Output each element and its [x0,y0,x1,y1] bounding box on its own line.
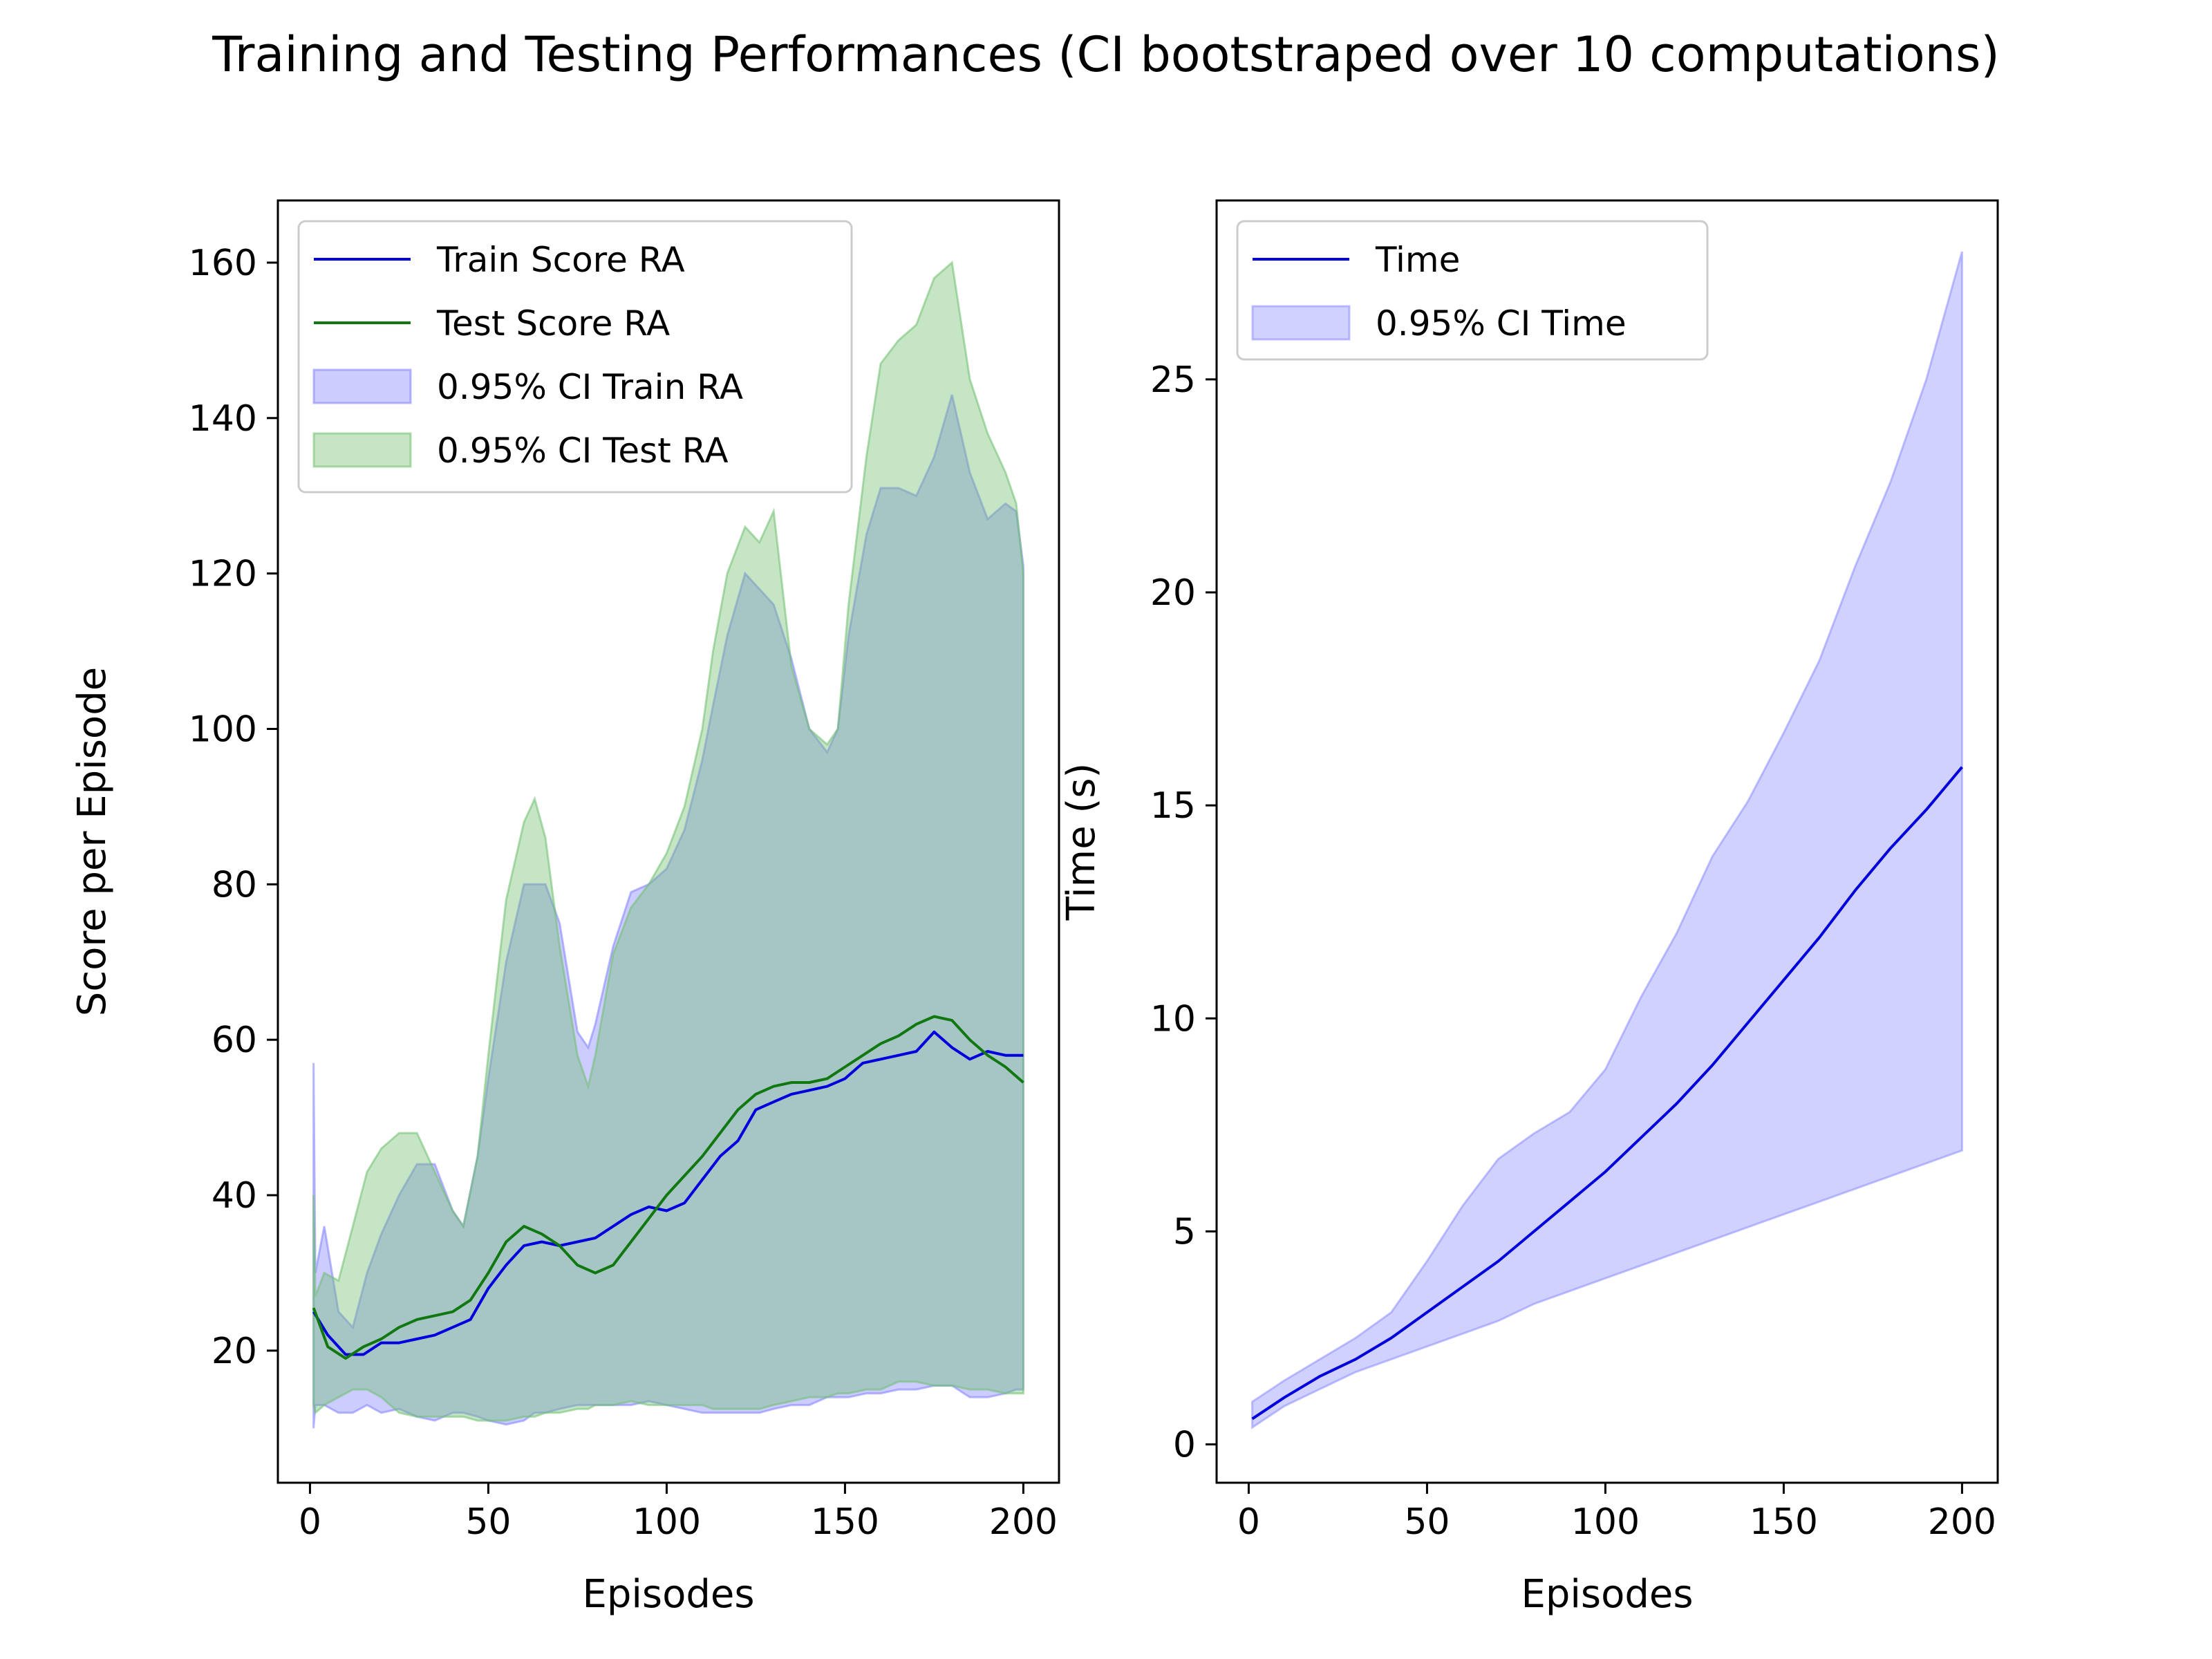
x-tick-label: 0 [299,1501,321,1543]
line-time [1251,766,1963,1421]
legend-entry: Train Score RA [436,240,685,280]
time-chart: 0 50 100 150 200 0 5 10 15 20 25 Episodes Time (s) Ti… [1059,199,1999,1617]
y-tick-label: 15 [1150,785,1196,827]
x-tick-label: 150 [811,1501,879,1543]
x-axis-label: Episodes [1521,1572,1693,1617]
band-0-95-ci-test-ra [312,260,1024,1422]
legend-entry: 0.95% CI Test RA [437,431,729,471]
x-tick-label: 200 [989,1501,1058,1543]
y-tick-label: 160 [189,243,257,284]
x-tick-label: 100 [632,1501,701,1543]
legend-box [1236,220,1709,361]
legend: Time 0.95% CI Time [1236,220,1709,361]
band-0-95-ci-time [1251,251,1963,1430]
legend-box [297,220,853,494]
y-tick-label: 140 [189,398,257,440]
y-tick-label: 20 [1150,572,1196,614]
legend-entry: 0.95% CI Time [1376,303,1627,344]
y-tick-label: 60 [212,1020,257,1061]
y-tick-label: 120 [189,554,257,595]
y-axis-label: Score per Episode [70,667,115,1016]
x-tick-label: 100 [1571,1501,1640,1543]
x-tick-label: 150 [1750,1501,1818,1543]
score-chart: 0 50 100 150 200 20 40 60 80 100 120 140 160 Episodes… [70,199,1060,1617]
legend: Train Score RA Test Score RA 0.95% CI Trai… [297,220,853,494]
line-train-score-ra [312,1030,1024,1356]
y-tick-label: 20 [212,1331,257,1372]
x-tick-label: 50 [1404,1501,1450,1543]
legend-swatch [312,368,412,404]
y-tick-label: 100 [189,709,257,750]
x-tick-label: 0 [1237,1501,1260,1543]
legend-entry: 0.95% CI Train RA [437,367,743,407]
legend-entry: Time [1375,240,1460,280]
x-tick-label: 200 [1928,1501,1996,1543]
x-tick-label: 50 [465,1501,511,1543]
x-axis-label: Episodes [582,1572,754,1617]
y-axis-label: Time (s) [1059,763,1104,921]
y-tick-label: 80 [212,864,257,906]
y-tick-label: 40 [212,1175,257,1217]
y-tick-label: 0 [1173,1425,1196,1466]
line-test-score-ra [312,1015,1024,1360]
axes-frame [1215,199,1999,1484]
y-tick-label: 10 [1150,998,1196,1040]
y-tick-label: 5 [1173,1211,1196,1253]
figure-title: Training and Testing Performances (CI bo… [212,26,2000,83]
y-tick-label: 25 [1150,359,1196,401]
legend-entry: Test Score RA [436,303,670,344]
legend-swatch [1251,305,1351,341]
legend-swatch [312,432,412,468]
axes-frame [276,199,1060,1484]
